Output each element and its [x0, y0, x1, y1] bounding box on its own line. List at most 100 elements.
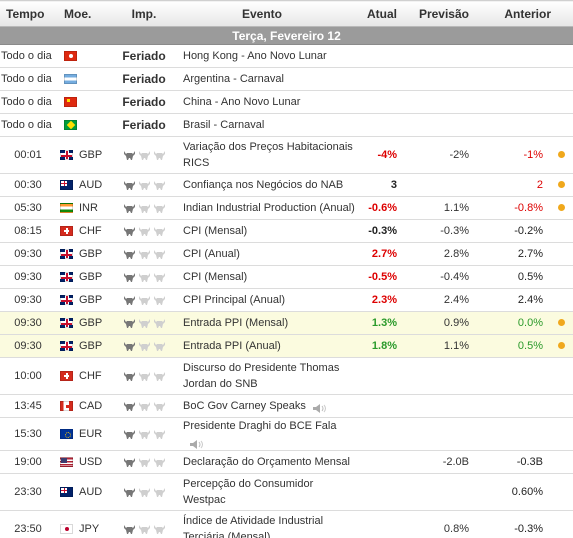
event-row[interactable]: 15:30 EUR Presidente Draghi do BCE Fala — [0, 417, 573, 451]
event-name-text[interactable]: Percepção do Consumidor Westpac — [183, 478, 314, 506]
event-name[interactable]: Declaração do Orçamento Mensal — [180, 450, 355, 474]
event-name[interactable]: Percepção do Consumidor Westpac — [180, 473, 355, 511]
event-name-text[interactable]: Variação dos Preços Habitacionais RICS — [183, 141, 353, 169]
header-event[interactable]: Evento — [180, 0, 355, 27]
currency-code: GBP — [79, 294, 103, 306]
event-name-text[interactable]: Hong Kong - Ano Novo Lunar — [183, 50, 327, 62]
event-name-text[interactable]: BoC Gov Carney Speaks — [183, 400, 306, 412]
event-actual: 2.7% — [355, 242, 405, 266]
event-name-text[interactable]: Índice de Atividade Industrial Terciária… — [183, 515, 324, 538]
alert-dot-icon[interactable] — [557, 204, 565, 211]
event-currency: AUD — [56, 473, 108, 511]
event-name-text[interactable]: China - Ano Novo Lunar — [183, 96, 301, 108]
event-name-text[interactable]: CPI Principal (Anual) — [183, 294, 286, 306]
header-previous[interactable]: Anterior — [477, 0, 573, 27]
alert-cell — [549, 90, 573, 114]
event-name-text[interactable]: CPI (Mensal) — [183, 225, 248, 237]
event-previous: 2 — [477, 173, 549, 197]
event-name[interactable]: Indian Industrial Production (Anual) — [180, 196, 355, 220]
event-previous — [477, 44, 549, 68]
event-name-text[interactable]: CPI (Anual) — [183, 248, 240, 260]
alert-dot-icon[interactable] — [557, 319, 565, 326]
event-name[interactable]: CPI (Mensal) — [180, 265, 355, 289]
event-name[interactable]: Índice de Atividade Industrial Terciária… — [180, 510, 355, 538]
event-name-text[interactable]: Entrada PPI (Anual) — [183, 340, 281, 352]
currency-code: INR — [79, 202, 98, 214]
event-name-text[interactable]: Entrada PPI (Mensal) — [183, 317, 289, 329]
event-row[interactable]: 10:00 CHF Discurso do Presidente Thomas Jo… — [0, 357, 573, 395]
event-name[interactable]: BoC Gov Carney Speaks — [180, 394, 355, 418]
event-name[interactable]: Argentina - Carnaval — [180, 67, 355, 91]
event-row[interactable]: 23:50 JPY Índice de Atividade Industrial T… — [0, 510, 573, 538]
event-row[interactable]: 09:30 GBP CPI (Anual) 2.7% 2.8% 2.7% — [0, 242, 573, 266]
bull-icon — [153, 249, 166, 260]
event-name[interactable]: Variação dos Preços Habitacionais RICS — [180, 136, 355, 174]
alert-cell — [549, 196, 573, 220]
event-row[interactable]: 09:30 GBP CPI (Mensal) -0.5% -0.4% 0.5% — [0, 265, 573, 289]
event-importance — [108, 357, 180, 395]
event-name[interactable]: Entrada PPI (Mensal) — [180, 311, 355, 335]
event-name-text[interactable]: Confiança nos Negócios do NAB — [183, 179, 344, 191]
event-previous: 2.7% — [477, 242, 549, 266]
event-name[interactable]: Discurso do Presidente Thomas Jordan do … — [180, 357, 355, 395]
event-row[interactable]: 09:30 GBP Entrada PPI (Mensal) 1.3% 0.9% 0.0% — [0, 311, 573, 335]
event-row[interactable]: 09:30 GBP Entrada PPI (Anual) 1.8% 1.1% 0.5% — [0, 334, 573, 358]
alert-dot-icon[interactable] — [557, 181, 565, 188]
event-name[interactable]: China - Ano Novo Lunar — [180, 90, 355, 114]
event-row[interactable]: 00:30 AUD Confiança nos Negócios do NAB 3 2 — [0, 173, 573, 197]
event-name-text[interactable]: Brasil - Carnaval — [183, 119, 265, 131]
event-name[interactable]: Entrada PPI (Anual) — [180, 334, 355, 358]
event-name[interactable]: CPI Principal (Anual) — [180, 288, 355, 312]
event-name-text[interactable]: Argentina - Carnaval — [183, 73, 284, 85]
event-importance — [108, 173, 180, 197]
event-name[interactable]: CPI (Mensal) — [180, 219, 355, 243]
event-forecast: 2.4% — [405, 288, 477, 312]
flag-hk-icon — [64, 51, 77, 62]
event-name-text[interactable]: Indian Industrial Production (Anual) — [183, 202, 355, 214]
event-name[interactable]: Presidente Draghi do BCE Fala — [180, 417, 355, 451]
flag-in-icon — [60, 203, 73, 214]
alert-dot-icon[interactable] — [557, 342, 565, 349]
header-actual[interactable]: Atual — [355, 0, 405, 27]
header-importance[interactable]: Imp. — [108, 0, 180, 27]
event-name-text[interactable]: Declaração do Orçamento Mensal — [183, 456, 350, 468]
alert-dot-icon[interactable] — [557, 151, 565, 158]
bull-icon — [138, 249, 151, 260]
event-previous: 0.5% — [477, 334, 549, 358]
event-actual — [355, 113, 405, 137]
bull-icon — [123, 401, 136, 412]
header-time[interactable]: Tempo — [0, 0, 56, 27]
event-name[interactable]: Confiança nos Negócios do NAB — [180, 173, 355, 197]
currency-code: AUD — [79, 486, 103, 498]
header-currency[interactable]: Moe. — [56, 0, 108, 27]
event-time: 08:15 — [0, 219, 56, 243]
event-row[interactable]: 13:45 CAD BoC Gov Carney Speaks — [0, 394, 573, 418]
event-previous — [477, 357, 549, 395]
event-name-text[interactable]: CPI (Mensal) — [183, 271, 248, 283]
speech-icon — [189, 438, 205, 449]
event-row[interactable]: 08:15 CHF CPI (Mensal) -0.3% -0.3% -0.2% — [0, 219, 573, 243]
event-row[interactable]: Todo o dia Feriado Brasil - Carnaval — [0, 113, 573, 137]
event-row[interactable]: 00:01 GBP Variação dos Preços Habitacionai… — [0, 136, 573, 174]
bull-icon — [123, 226, 136, 237]
event-currency — [56, 90, 108, 114]
event-row[interactable]: 09:30 GBP CPI Principal (Anual) 2.3% 2.4% 2.4… — [0, 288, 573, 312]
event-row[interactable]: 23:30 AUD Percepção do Consumidor Westpac 0… — [0, 473, 573, 511]
event-name[interactable]: Hong Kong - Ano Novo Lunar — [180, 44, 355, 68]
event-actual: -0.3% — [355, 219, 405, 243]
event-row[interactable]: Todo o dia Feriado China - Ano Novo Lunar — [0, 90, 573, 114]
event-currency: GBP — [56, 242, 108, 266]
event-row[interactable]: Todo o dia Feriado Hong Kong - Ano Novo Lu… — [0, 44, 573, 68]
event-row[interactable]: Todo o dia Feriado Argentina - Carnaval — [0, 67, 573, 91]
event-name[interactable]: CPI (Anual) — [180, 242, 355, 266]
event-name-text[interactable]: Discurso do Presidente Thomas Jordan do … — [183, 362, 340, 390]
event-row[interactable]: 19:00 USD Declaração do Orçamento Mensal -2… — [0, 450, 573, 474]
flag-gb-icon — [60, 272, 73, 283]
event-importance: Feriado — [108, 113, 180, 137]
event-forecast: 1.1% — [405, 196, 477, 220]
event-name-text[interactable]: Presidente Draghi do BCE Fala — [183, 420, 337, 432]
event-name[interactable]: Brasil - Carnaval — [180, 113, 355, 137]
event-row[interactable]: 05:30 INR Indian Industrial Production (An… — [0, 196, 573, 220]
event-forecast: -2% — [405, 136, 477, 174]
header-forecast[interactable]: Previsão — [405, 0, 477, 27]
